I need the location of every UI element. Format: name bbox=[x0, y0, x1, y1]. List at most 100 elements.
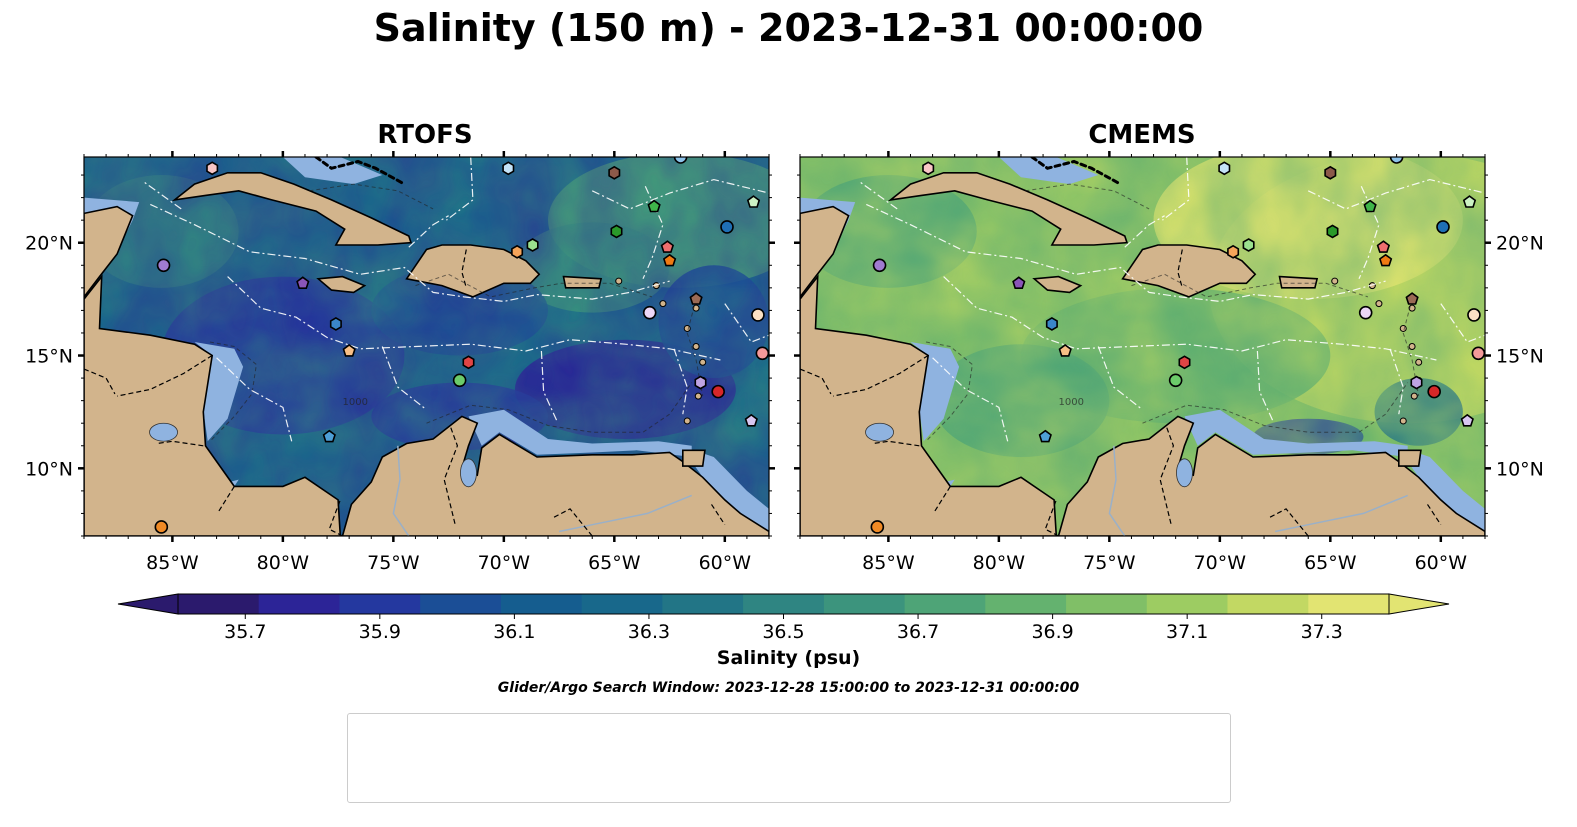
eez-boundary bbox=[408, 215, 449, 248]
eez-boundary bbox=[150, 203, 670, 303]
small-island bbox=[1399, 417, 1407, 425]
country-border bbox=[1044, 499, 1059, 536]
float-4902355 bbox=[1378, 253, 1393, 267]
depth-contour bbox=[415, 273, 653, 298]
land-southAmerica bbox=[341, 415, 769, 536]
float-4903333 bbox=[526, 238, 539, 252]
eez-boundary bbox=[724, 303, 769, 343]
float-4903561 bbox=[296, 276, 310, 290]
land-hispaniola bbox=[1121, 244, 1257, 298]
float-4903562 bbox=[872, 258, 887, 273]
float-4903250 bbox=[1168, 373, 1183, 388]
float-4901720 bbox=[1038, 429, 1052, 443]
lat-tick-label: 15°N bbox=[1496, 346, 1544, 368]
eez-boundary bbox=[943, 276, 1437, 361]
river bbox=[392, 445, 410, 536]
lon-tick-label: 80°W bbox=[973, 552, 1026, 574]
country-border bbox=[1426, 504, 1442, 526]
lon-tick-label: 60°W bbox=[1415, 552, 1468, 574]
colorbar-tick-label: 35.7 bbox=[224, 621, 266, 643]
country-border bbox=[1268, 508, 1309, 536]
colorbar: 35.7 35.9 36.1 36.3 36.5 36.7 36.9 37.1 37.3 bbox=[117, 593, 1450, 643]
depth-contour bbox=[426, 382, 693, 433]
float-4903458 bbox=[755, 346, 769, 361]
lat-tick-label: 20°N bbox=[1496, 233, 1544, 255]
land-puertoRico bbox=[562, 275, 603, 289]
float-4903238 bbox=[610, 224, 623, 239]
colorbar-extend-low bbox=[117, 593, 179, 615]
colorbar-tick-label: 36.7 bbox=[897, 621, 939, 643]
map-panel-rtofs: 1000 85°W 80°W 75°W 70°W 65°W 60°W 20°N 15°N 10°N bbox=[25, 151, 775, 574]
colorbar-tick-label: 36.3 bbox=[628, 621, 670, 643]
map-content: 1000 bbox=[800, 157, 1485, 536]
float-4902343 bbox=[1218, 161, 1231, 176]
river bbox=[1108, 445, 1126, 536]
colorbar-tick-label: 37.1 bbox=[1166, 621, 1208, 643]
lon-tick-label: 65°W bbox=[588, 552, 641, 574]
lat-tick-label: 20°N bbox=[25, 233, 73, 255]
float-4903350 bbox=[1178, 355, 1191, 370]
lat-tick-label: 10°N bbox=[25, 458, 73, 480]
depth-contour bbox=[1402, 298, 1420, 397]
land-centralAmerica bbox=[84, 274, 342, 536]
colorbar-segment bbox=[420, 594, 502, 614]
lon-tick-label: 75°W bbox=[1083, 552, 1136, 574]
land-cuba bbox=[171, 172, 413, 246]
float-6903111 bbox=[642, 305, 657, 320]
lon-tick-label: 85°W bbox=[862, 552, 915, 574]
lon-tick-label: 80°W bbox=[257, 552, 310, 574]
colorbar-segment bbox=[823, 594, 906, 614]
eez-boundary bbox=[1307, 178, 1485, 210]
lake-nicaragua bbox=[149, 422, 178, 442]
figure-title: Salinity (150 m) - 2023-12-31 00:00:00 bbox=[373, 6, 1204, 50]
country-border bbox=[832, 354, 929, 397]
colorbar-segment bbox=[500, 594, 583, 614]
float-4902355 bbox=[662, 253, 677, 267]
float-6902958 bbox=[744, 413, 758, 427]
small-island bbox=[1410, 392, 1418, 400]
eez-boundary bbox=[227, 276, 721, 361]
float-4903217 bbox=[751, 308, 765, 322]
colorbar-segment bbox=[178, 594, 260, 614]
depth-contour bbox=[309, 183, 434, 210]
float-4901720 bbox=[322, 429, 336, 443]
country-border bbox=[116, 354, 213, 397]
country-border bbox=[1159, 427, 1175, 525]
search-window-text: Glider/Argo Search Window: 2023-12-28 15… bbox=[497, 680, 1080, 696]
lon-tick-label: 70°W bbox=[478, 552, 531, 574]
land-yucatan bbox=[800, 205, 850, 299]
shelf-mosquito bbox=[194, 342, 244, 442]
float-4903553 bbox=[206, 161, 219, 176]
small-island bbox=[1331, 277, 1339, 285]
shelf-guyana bbox=[1396, 445, 1485, 532]
eez-boundary bbox=[1162, 157, 1190, 221]
float-4903333 bbox=[1242, 238, 1255, 252]
eez-boundary bbox=[381, 346, 427, 411]
float-4903186 bbox=[342, 344, 356, 357]
eez-boundary bbox=[143, 181, 182, 210]
eez-boundary bbox=[216, 357, 293, 442]
shelf-mosquito bbox=[910, 342, 960, 442]
depth-contour bbox=[1142, 382, 1409, 433]
contour-label: 1000 bbox=[343, 397, 368, 408]
float-4903186 bbox=[1058, 344, 1072, 357]
shelf-venezuela bbox=[468, 409, 692, 457]
colorbar-segment bbox=[1227, 594, 1309, 614]
colorbar-tick-label: 35.9 bbox=[359, 621, 401, 643]
float-4903051 bbox=[1227, 244, 1240, 259]
colorbar-label: Salinity (psu) bbox=[716, 647, 861, 669]
country-border bbox=[1177, 249, 1183, 288]
shelf-venezuela bbox=[1184, 409, 1408, 457]
small-island bbox=[683, 417, 691, 425]
float-4903458 bbox=[1471, 346, 1485, 361]
float-4903352 bbox=[1376, 240, 1391, 253]
colorbar-tick-label: 36.5 bbox=[762, 621, 804, 643]
colorbar-segment bbox=[258, 594, 340, 614]
float-4903345 bbox=[746, 195, 761, 208]
eez-boundary bbox=[1097, 346, 1143, 411]
float-6903111 bbox=[1358, 305, 1373, 320]
float-4903051 bbox=[511, 244, 524, 259]
float-6903727 bbox=[1324, 165, 1337, 180]
eez-boundary bbox=[1124, 215, 1165, 248]
